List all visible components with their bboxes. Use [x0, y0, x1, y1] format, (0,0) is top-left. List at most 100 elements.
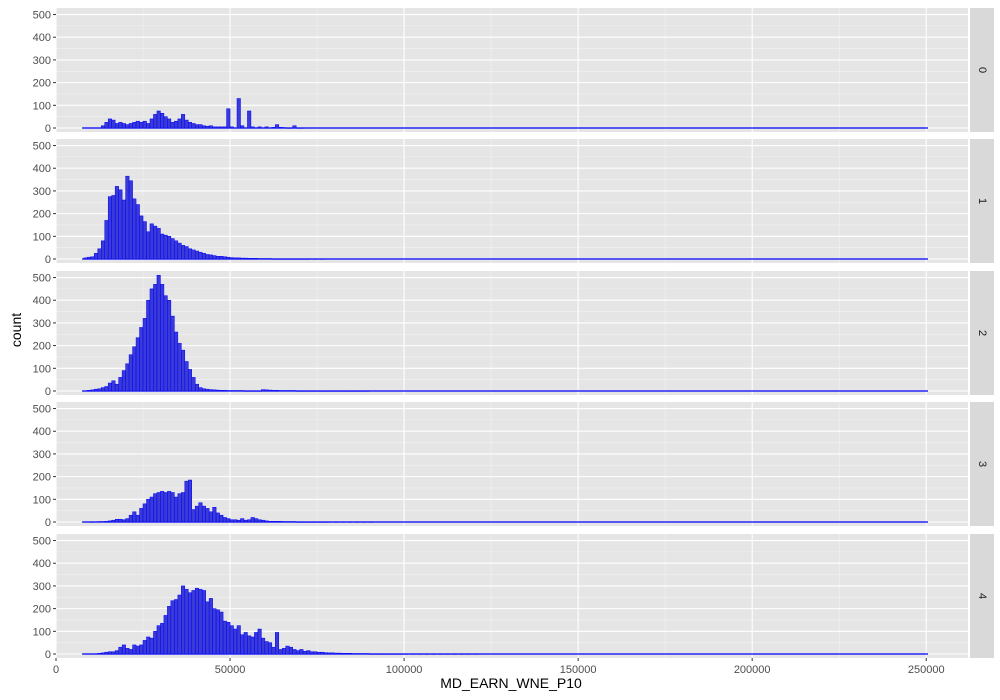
histogram-bar	[362, 521, 367, 523]
histogram-bar	[149, 637, 154, 655]
histogram-bar	[313, 390, 318, 392]
x-tick-label: 200000	[734, 664, 771, 676]
histogram-bar	[323, 652, 328, 655]
histogram-bar	[254, 258, 259, 260]
histogram-bar	[288, 390, 293, 392]
histogram-bar	[299, 649, 304, 655]
histogram-bar	[257, 258, 262, 260]
histogram-bar	[160, 113, 165, 129]
histogram-bar	[306, 521, 311, 523]
facet-panels: 0100200300400500001002003004005001010020…	[33, 8, 994, 661]
histogram-bar	[170, 122, 175, 129]
histogram-bar	[344, 390, 349, 392]
histogram-bar	[226, 621, 231, 655]
histogram-bar	[282, 648, 286, 655]
histogram-bar	[167, 606, 172, 655]
histogram-bar	[306, 650, 311, 655]
histogram-bar	[358, 653, 363, 655]
histogram-bar	[247, 258, 252, 260]
histogram-bar	[268, 258, 273, 260]
histogram-bar	[163, 295, 168, 392]
histogram-bar	[233, 519, 238, 523]
histogram-bar	[278, 521, 283, 523]
histogram-bar	[87, 390, 92, 392]
histogram-bar	[111, 519, 116, 523]
histogram-bar	[292, 649, 297, 655]
histogram-bar	[236, 390, 241, 392]
histogram-bar	[261, 519, 266, 523]
y-tick-label: 300	[33, 55, 51, 67]
histogram-bar	[212, 126, 217, 129]
histogram-bar	[466, 653, 471, 655]
histogram-bar	[261, 389, 266, 392]
y-tick-label: 400	[33, 163, 51, 175]
histogram-bar	[160, 284, 165, 392]
histogram-bar	[275, 258, 280, 260]
histogram-bar	[90, 521, 95, 523]
facet-strip-label: 0	[976, 67, 988, 73]
histogram-bar	[181, 585, 186, 655]
histogram-bar	[396, 653, 401, 655]
facet-panel-4: 0 100 200 300 400 500 4	[33, 534, 994, 661]
histogram-bar	[226, 390, 231, 392]
histogram-bar	[205, 254, 210, 260]
histogram-bar	[142, 318, 147, 392]
histogram-bar	[222, 256, 227, 260]
histogram-bar	[135, 120, 140, 129]
histogram-bar	[111, 651, 116, 655]
histogram-bar	[261, 637, 266, 655]
histogram-bar	[257, 519, 262, 523]
histogram-bar	[285, 645, 290, 655]
histogram-bar	[243, 390, 248, 392]
histogram-bar	[355, 390, 360, 392]
panel-background	[56, 271, 968, 395]
histogram-bar	[121, 199, 126, 260]
histogram-bar	[118, 377, 123, 392]
histogram-bar	[177, 343, 182, 392]
histogram-bar	[194, 383, 199, 392]
histogram-bar	[254, 518, 259, 523]
histogram-bar	[316, 390, 321, 392]
histogram-bar	[121, 519, 126, 523]
histogram-bar	[181, 492, 186, 523]
histogram-bar	[101, 521, 105, 523]
histogram-bar	[257, 390, 262, 392]
histogram-bar	[240, 257, 245, 260]
y-tick-label: 0	[45, 517, 51, 529]
histogram-bar	[358, 390, 363, 392]
histogram-bar	[139, 644, 144, 655]
histogram-bar	[121, 370, 126, 392]
histogram-bar	[275, 124, 280, 129]
histogram-bar	[118, 189, 123, 260]
histogram-bar	[320, 258, 325, 260]
facet-panel-3: 0 100 200 300 400 500 3	[33, 402, 994, 529]
histogram-bar	[219, 126, 224, 129]
histogram-bar	[264, 389, 269, 392]
histogram-bar	[327, 521, 332, 523]
histogram-bar	[201, 388, 206, 392]
histogram-bar	[365, 653, 370, 655]
histogram-bar	[438, 653, 443, 655]
histogram-bar	[101, 652, 105, 655]
histogram-bar	[299, 127, 304, 129]
histogram-bar	[188, 122, 193, 129]
histogram-bar	[219, 611, 224, 655]
histogram-bar	[198, 589, 203, 655]
histogram-bar	[153, 225, 158, 260]
histogram-bar	[111, 380, 116, 392]
histogram-bar	[167, 299, 172, 392]
histogram-bar	[271, 390, 276, 392]
histogram-bar	[417, 653, 422, 655]
histogram-bar	[275, 521, 280, 523]
histogram-bar	[160, 491, 165, 523]
histogram-bar	[292, 521, 297, 523]
histogram-bar	[90, 256, 95, 260]
y-tick-label: 200	[33, 604, 51, 616]
histogram-bar	[153, 493, 158, 523]
histogram-bar	[250, 126, 255, 129]
histogram-bar	[278, 390, 283, 392]
histogram-bar	[191, 590, 196, 655]
histogram-bar	[351, 653, 356, 655]
histogram-bar	[205, 125, 210, 129]
histogram-bar	[285, 258, 290, 260]
